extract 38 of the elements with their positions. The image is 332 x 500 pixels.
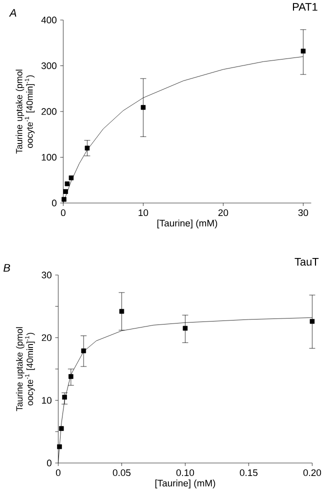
point (84, 146, 90, 151)
point (62, 196, 66, 202)
x-tick-label: 10 (138, 209, 148, 216)
y-tick-label: 300 (41, 62, 56, 70)
y-tick-label: 10 (42, 396, 52, 404)
point (63, 189, 68, 194)
point (119, 308, 124, 314)
point (182, 326, 188, 331)
x-tick-label: 30 (298, 209, 308, 216)
x-axis-title: [Taurine] (mM) (157, 220, 218, 228)
y-tick-label: 200 (41, 108, 56, 115)
point (140, 105, 146, 110)
point (310, 318, 314, 324)
y-tick-label: 100 (42, 154, 56, 161)
chart-title: TauT (294, 258, 319, 266)
y-tick-label: 0 (52, 200, 56, 206)
x-tick-label: 0.05 (112, 469, 130, 476)
x-axis-title: [Taurine] (mM) (155, 480, 216, 488)
point (64, 181, 70, 186)
point (58, 426, 64, 431)
point (68, 374, 74, 379)
y-tick-label: 0 (46, 460, 52, 466)
chart-title: PAT1 (292, 3, 318, 11)
point (57, 444, 62, 450)
y-tick-label: 20 (42, 334, 52, 342)
x-tick-label: 0.10 (176, 469, 194, 476)
x-tick-label: 0.20 (303, 469, 321, 476)
y-tick-label: 30 (42, 272, 52, 278)
point (81, 348, 86, 354)
x-tick-label: 0 (60, 209, 66, 216)
point (62, 394, 67, 400)
y-tick-label: 400 (41, 16, 56, 24)
x-tick-label: 0.15 (240, 469, 258, 476)
point (68, 175, 74, 180)
point (300, 48, 306, 54)
text: B (3, 264, 10, 272)
text: A (8, 9, 16, 17)
x-tick-label: 20 (218, 209, 228, 216)
